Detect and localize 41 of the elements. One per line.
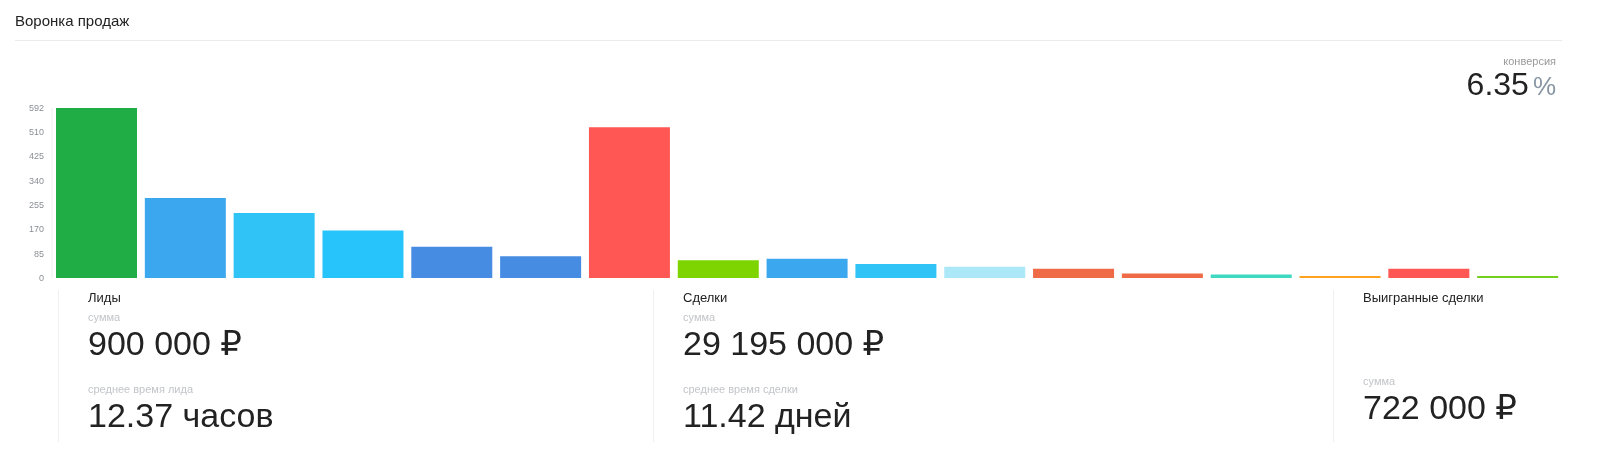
text: 12.37 часов [88,395,274,435]
text: сумма [88,311,122,323]
bar [944,266,1026,278]
text: 6.35 [1466,66,1529,102]
bar [766,258,848,278]
text: сумма [1363,375,1397,387]
text: сумма [683,311,717,323]
y-tick-label: 0 [38,273,44,284]
bar [56,108,137,278]
y-tick-label: 510 [28,126,44,137]
y-tick-label: 340 [28,175,44,186]
bar [1299,275,1381,278]
text: 900 000 ₽ [88,323,243,363]
bar [144,197,226,278]
bar [677,260,759,278]
bar [588,127,670,278]
text: конверсия [1502,55,1556,67]
text: Выигранные сделки [1363,290,1485,305]
bar [1477,275,1559,278]
y-tick-label: 85 [33,248,44,259]
bar [322,230,404,278]
text: % [1532,71,1556,101]
bar [855,263,937,278]
text: Сделки [683,290,729,305]
bar [500,256,582,278]
text: 11.42 дней [683,395,853,435]
bar [1121,273,1203,278]
bar [233,213,315,278]
text: 29 195 000 ₽ [683,323,885,363]
text: среднее время сделки [683,383,799,395]
chart-title: Воронка продаж [15,12,130,29]
y-tick-label: 592 [28,103,44,114]
text: 722 000 ₽ [1363,387,1517,427]
bar [1033,268,1115,278]
y-tick-label: 425 [28,151,44,162]
text: среднее время лида [88,383,195,395]
y-tick-label: 255 [28,199,44,210]
bar [411,246,493,278]
y-tick-label: 170 [28,224,44,235]
bar [1388,268,1470,278]
text: Лиды [88,290,122,305]
